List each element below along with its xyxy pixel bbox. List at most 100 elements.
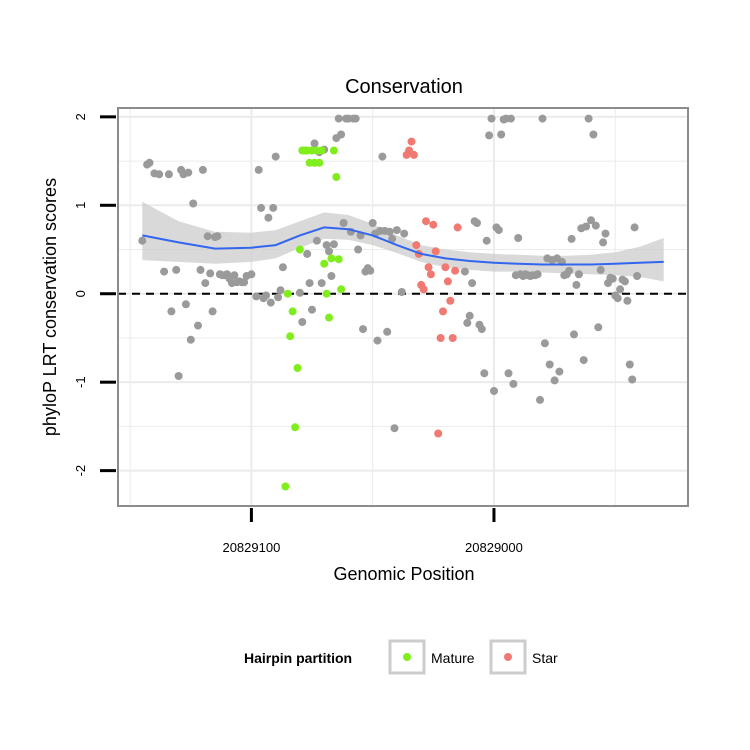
data-point-other xyxy=(189,199,198,208)
data-point-mature xyxy=(295,245,304,254)
data-point-other xyxy=(625,360,634,369)
data-point-other xyxy=(599,238,608,247)
data-point-other xyxy=(164,170,173,179)
data-point-other xyxy=(390,424,399,433)
confidence-ribbon-layer xyxy=(142,201,664,282)
data-point-other xyxy=(509,379,518,388)
data-point-mature xyxy=(281,482,290,491)
data-point-other xyxy=(591,221,600,230)
data-point-star xyxy=(424,263,433,272)
data-point-other xyxy=(184,168,193,177)
data-point-other xyxy=(206,269,215,278)
data-point-other xyxy=(240,278,249,287)
y-tick-label: 2 xyxy=(73,113,88,120)
x-axis-label: Genomic Position xyxy=(333,564,474,584)
data-point-other xyxy=(630,223,639,232)
data-point-other xyxy=(271,152,280,161)
data-point-other xyxy=(295,288,304,297)
data-point-star xyxy=(429,220,438,229)
data-point-other xyxy=(463,318,472,327)
data-point-other xyxy=(155,170,164,179)
data-point-mature xyxy=(327,254,336,263)
data-point-star xyxy=(422,217,430,226)
data-point-other xyxy=(574,270,583,279)
data-point-other xyxy=(487,114,496,123)
data-point-other xyxy=(276,286,285,295)
y-axis-ticks: 2 1 0 -1 -2 xyxy=(73,113,116,476)
grid-lines xyxy=(118,108,688,506)
data-point-star xyxy=(407,137,416,146)
other-points-layer xyxy=(138,114,642,433)
data-point-other xyxy=(337,130,346,139)
data-point-other xyxy=(329,240,338,249)
data-point-other xyxy=(325,247,333,256)
data-point-other xyxy=(490,387,498,395)
data-point-other xyxy=(468,279,477,288)
data-point-star xyxy=(419,285,428,294)
data-point-star xyxy=(448,334,457,342)
data-point-other xyxy=(274,293,283,302)
legend-marker-star xyxy=(504,653,512,661)
data-point-other xyxy=(613,294,622,303)
data-point-other xyxy=(397,288,406,296)
data-point-other xyxy=(392,226,401,235)
data-point-mature xyxy=(334,255,343,264)
data-point-other xyxy=(400,229,409,238)
y-tick-label: -2 xyxy=(73,465,88,477)
data-point-other xyxy=(485,131,494,140)
data-point-other xyxy=(582,222,591,231)
data-point-other xyxy=(514,234,523,242)
data-point-other xyxy=(278,263,287,272)
data-point-other xyxy=(198,165,207,174)
data-point-star xyxy=(446,296,455,305)
data-point-other xyxy=(305,279,314,288)
legend-title: Hairpin partition xyxy=(244,650,352,666)
data-point-other xyxy=(194,321,202,330)
data-point-other xyxy=(269,203,278,212)
y-tick-label: -1 xyxy=(73,376,88,388)
data-point-other xyxy=(538,114,547,123)
data-point-mature xyxy=(291,423,300,432)
data-point-other xyxy=(378,152,387,161)
data-point-other xyxy=(174,372,183,380)
data-point-other xyxy=(310,139,319,148)
data-point-mature xyxy=(320,259,329,268)
data-point-other xyxy=(555,367,564,376)
data-point-mature xyxy=(325,313,333,322)
data-point-other xyxy=(494,226,503,235)
data-point-other xyxy=(303,249,312,258)
data-point-other xyxy=(565,266,574,275)
legend-label-star: Star xyxy=(532,650,558,666)
data-point-other xyxy=(383,327,392,336)
data-point-other xyxy=(201,279,210,288)
data-point-other xyxy=(368,219,377,227)
data-point-star xyxy=(436,334,445,342)
data-point-other xyxy=(339,219,348,227)
star-points-layer xyxy=(402,137,462,438)
data-point-other xyxy=(506,114,515,123)
data-point-star xyxy=(434,429,443,438)
data-point-other xyxy=(540,339,549,348)
data-point-other xyxy=(608,274,617,283)
data-point-other xyxy=(465,311,474,320)
data-point-other xyxy=(596,265,605,274)
legend: Hairpin partition Mature Star xyxy=(244,639,558,675)
legend-marker-mature xyxy=(403,653,411,661)
data-point-other xyxy=(504,369,513,378)
data-point-mature xyxy=(317,146,326,155)
data-point-other xyxy=(477,325,486,334)
data-point-other xyxy=(298,318,307,326)
data-point-other xyxy=(208,307,217,316)
y-tick-label: 1 xyxy=(73,202,88,209)
data-point-other xyxy=(373,336,382,345)
data-point-other xyxy=(616,285,625,294)
data-point-other xyxy=(160,267,169,276)
data-point-other xyxy=(620,277,629,286)
data-point-other xyxy=(172,265,181,274)
data-point-mature xyxy=(337,285,346,294)
data-point-other xyxy=(545,360,554,369)
data-point-other xyxy=(196,265,205,274)
data-point-other xyxy=(266,298,275,307)
data-point-other xyxy=(482,236,491,245)
